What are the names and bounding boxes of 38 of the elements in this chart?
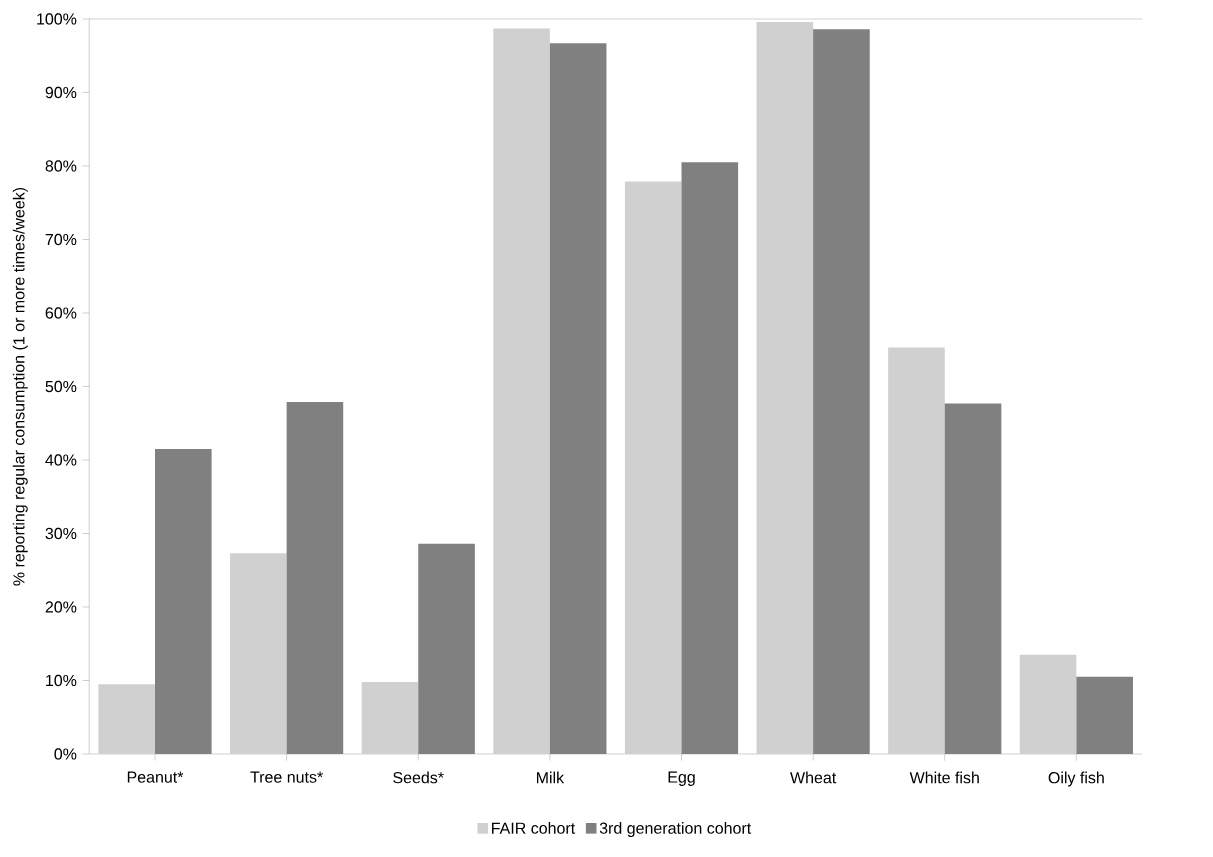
bar	[418, 543, 475, 754]
x-tick-label: Wheat	[790, 771, 837, 784]
y-tick-label: 0%	[54, 748, 77, 760]
bar	[549, 43, 607, 754]
bar	[1019, 654, 1077, 754]
y-tick-label: 90%	[45, 86, 77, 99]
y-tick-label: 70%	[45, 233, 77, 246]
bar	[98, 684, 155, 754]
x-tick-label: White fish	[909, 771, 979, 784]
x-tick-label: Seeds*	[393, 771, 444, 784]
bar	[813, 29, 870, 754]
x-tick-label: Milk	[536, 771, 565, 784]
y-axis-title: % reporting regular consumption (1 or more times/week)	[12, 187, 28, 586]
x-tick-label: Oily fish	[1048, 771, 1104, 787]
x-tick-label: Peanut*	[127, 771, 184, 783]
y-tick-label: 50%	[45, 380, 77, 393]
y-tick-label: 10%	[46, 674, 77, 687]
legend-label: FAIR cohort	[492, 822, 576, 834]
y-tick-label: 60%	[45, 307, 77, 319]
x-tick-label: Tree nuts*	[250, 771, 323, 783]
bar	[888, 347, 945, 754]
bar	[944, 403, 1002, 754]
bar	[493, 28, 550, 754]
bar	[155, 448, 212, 754]
bar	[286, 401, 344, 754]
y-tick-label: 80%	[45, 160, 77, 172]
bar	[624, 181, 682, 754]
bar	[230, 553, 287, 754]
legend-label: 3rd generation cohort	[599, 822, 752, 837]
y-tick-label: 20%	[45, 601, 77, 613]
y-tick-label: 30%	[45, 527, 77, 540]
x-tick-label: Egg	[668, 771, 695, 786]
bar	[1076, 676, 1133, 754]
y-tick-label: 40%	[45, 454, 77, 466]
bar	[756, 21, 814, 754]
y-tick-label: 100%	[37, 13, 77, 25]
bar	[361, 681, 419, 754]
bar	[681, 162, 739, 754]
